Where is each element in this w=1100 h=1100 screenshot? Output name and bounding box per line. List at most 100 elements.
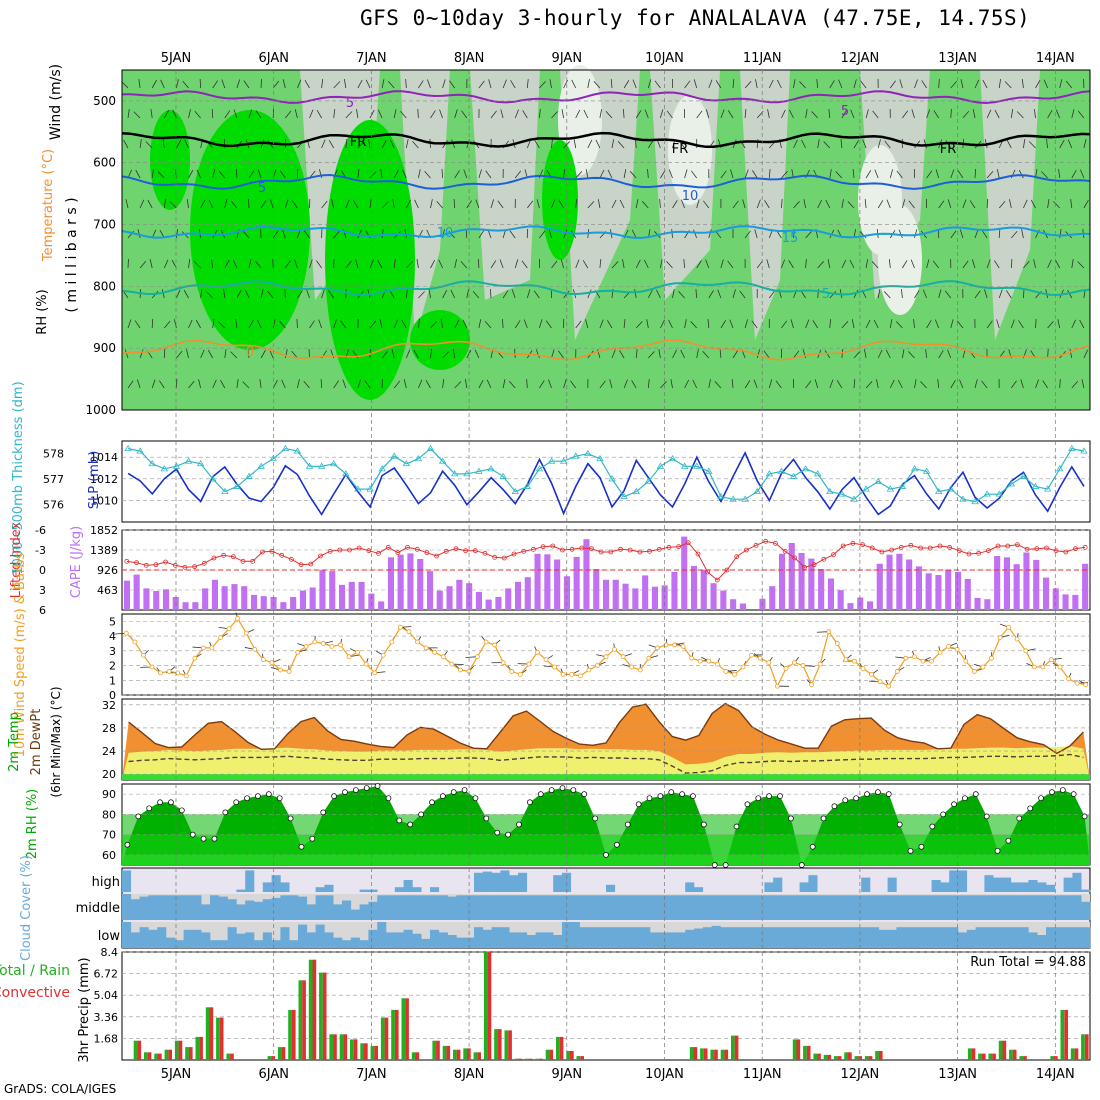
wind-barb xyxy=(654,80,661,89)
wind-barb xyxy=(200,349,205,359)
cloud-bar xyxy=(1063,877,1073,892)
wind-speed-point xyxy=(1049,657,1054,663)
rh-point xyxy=(124,841,131,848)
cape-bar xyxy=(671,572,678,610)
wind-barb xyxy=(841,199,844,209)
rh-point xyxy=(951,801,957,808)
precip-total-bar xyxy=(988,1053,993,1060)
wind-barb xyxy=(849,259,855,269)
wind-barb xyxy=(392,199,395,209)
wind-speed-point xyxy=(689,655,695,661)
wind-barb xyxy=(877,349,883,359)
wind-barb xyxy=(478,319,482,329)
cloud-bar xyxy=(949,870,959,892)
lifted-index-point xyxy=(869,545,875,551)
wind-barb xyxy=(304,80,310,89)
wind-speed-point xyxy=(312,639,318,645)
cape-bar xyxy=(720,590,727,610)
wind-barb xyxy=(454,259,457,269)
wind-barb xyxy=(775,380,782,389)
wind-barb xyxy=(139,349,144,359)
axes-overlay: 5JAN5JAN6JAN6JAN7JAN7JAN8JAN8JAN9JAN9JAN… xyxy=(161,51,1075,1082)
wind-barb xyxy=(1023,139,1026,149)
wind-barb xyxy=(389,290,395,299)
wind-barb xyxy=(198,379,201,389)
axis-tick-label: 3 xyxy=(39,584,46,597)
wind-speed-point xyxy=(183,673,189,679)
cloud-bar xyxy=(544,895,554,920)
wind-speed-point xyxy=(1074,680,1080,686)
cloud-bar xyxy=(245,870,255,892)
cape-bar xyxy=(515,581,522,610)
wind-barb xyxy=(781,259,785,269)
isotherm-line xyxy=(121,173,1091,190)
rh-point xyxy=(646,795,653,802)
wind-barb xyxy=(605,111,613,119)
wind-barb xyxy=(910,259,915,269)
wind-barb xyxy=(801,139,806,149)
wind-barb xyxy=(248,319,254,329)
rh-moist-region xyxy=(190,110,310,350)
wind-barb xyxy=(390,139,395,149)
wind-barb xyxy=(535,349,540,359)
cape-bar xyxy=(260,596,267,610)
cloud-bar xyxy=(914,927,924,948)
wind-speed-point xyxy=(269,660,275,665)
wind-barb xyxy=(356,109,359,119)
wind-speed-point xyxy=(278,667,283,673)
cloud-bar xyxy=(746,895,756,920)
wind-barb xyxy=(853,378,856,389)
precip-total-bar xyxy=(813,1053,818,1060)
precip-total-bar xyxy=(854,1056,859,1060)
wind-speed-point xyxy=(886,683,892,689)
cloud-bar xyxy=(641,895,651,920)
wind-speed-point xyxy=(252,646,258,652)
wind-barb xyxy=(1004,81,1012,89)
cloud-bar xyxy=(940,927,950,948)
wind-barb xyxy=(996,319,1000,329)
cloud-bar xyxy=(509,932,519,948)
cloud-bar xyxy=(1010,882,1020,892)
wind-barb xyxy=(318,319,322,329)
wind-barb xyxy=(368,139,371,149)
wind-barb xyxy=(221,79,226,89)
rh-point xyxy=(668,789,675,795)
axis-tick-label: 2 xyxy=(109,660,116,673)
cape-bar xyxy=(299,590,306,610)
axis-tick-label: 463 xyxy=(97,584,118,597)
wind-barb xyxy=(609,379,613,389)
wind-barb xyxy=(715,80,722,89)
wind-speed-point xyxy=(680,644,686,649)
rh-point xyxy=(929,823,936,830)
base-band xyxy=(122,774,1090,780)
wind-barb xyxy=(611,139,615,149)
wind-barb xyxy=(957,320,964,329)
wind-barb xyxy=(539,380,545,389)
rh-point xyxy=(679,791,685,797)
wind-speed-point xyxy=(620,654,626,660)
wind-speed-point xyxy=(320,641,326,646)
precip-convective-bar xyxy=(868,1056,873,1060)
wind-barb xyxy=(343,79,347,89)
precip-total-bar xyxy=(319,972,323,1060)
cape-bar xyxy=(818,569,825,610)
wind-barb xyxy=(658,349,661,359)
contour-label: 15 xyxy=(782,231,799,246)
wind-barb xyxy=(558,200,564,209)
wind-barb xyxy=(127,380,134,389)
cape-bar xyxy=(387,557,394,610)
precip-convective-bar xyxy=(312,959,317,1060)
cape-bar xyxy=(603,579,610,610)
wind-barb xyxy=(888,259,891,269)
wind-barb xyxy=(998,228,1001,239)
wind-barb xyxy=(610,78,613,89)
rh-point xyxy=(298,843,305,850)
cape-bar xyxy=(456,579,463,610)
day-label-top: 6JAN xyxy=(258,51,289,66)
wind-barb xyxy=(690,321,697,329)
wind-barb xyxy=(587,289,592,299)
rh-point xyxy=(788,815,794,822)
wind-barb xyxy=(570,380,577,389)
axis-tick-label: 20 xyxy=(102,768,116,781)
